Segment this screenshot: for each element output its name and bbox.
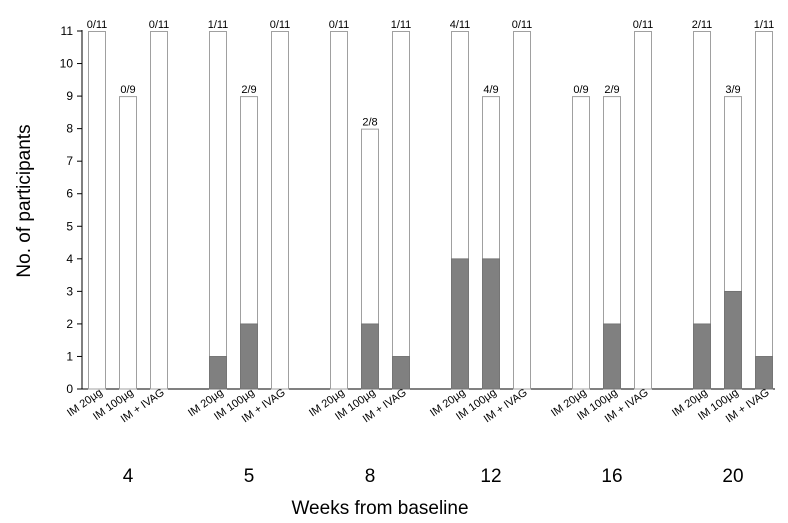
bar-ratio-label: 0/11	[633, 19, 654, 31]
bar-total	[209, 31, 227, 390]
bar-positive	[482, 258, 500, 390]
y-axis-title: No. of participants	[14, 124, 35, 277]
week-label: 5	[244, 466, 255, 487]
bar-positive	[693, 323, 711, 390]
y-tick-label: 1	[66, 349, 73, 363]
y-tick-label: 8	[66, 122, 73, 136]
y-axis: 0 1 2 3 4 5 6 7 8 9 10 11	[60, 24, 83, 396]
bar-ratio-label: 0/11	[149, 19, 170, 31]
week-label: 16	[601, 466, 622, 487]
y-tick-label: 4	[66, 252, 73, 266]
bar-total	[271, 31, 289, 390]
bar-positive	[240, 323, 258, 390]
bar-positive	[361, 323, 379, 390]
y-tick-label: 7	[66, 154, 73, 168]
bar-ratio-label: 0/11	[270, 19, 291, 31]
bar-total	[392, 31, 410, 390]
bar-total	[119, 96, 137, 390]
bar-total	[572, 96, 590, 390]
bar-total	[88, 31, 106, 390]
bar-positive	[755, 356, 773, 390]
y-tick-label: 6	[66, 187, 73, 201]
y-tick-label: 3	[66, 284, 73, 298]
y-tick-label: 2	[66, 317, 73, 331]
bar-total	[513, 31, 531, 390]
week-label: 12	[480, 466, 501, 487]
week-label: 4	[123, 466, 134, 487]
bar-positive	[724, 290, 742, 390]
bar-ratio-label: 2/11	[692, 19, 713, 31]
bar-positive	[451, 258, 469, 390]
week-label: 8	[365, 466, 376, 487]
bar-ratio-label: 0/11	[329, 19, 350, 31]
bar-ratio-label: 4/11	[450, 19, 471, 31]
y-tick-label: 10	[60, 57, 74, 71]
bar-ratio-label: 1/11	[754, 19, 775, 31]
y-tick-label: 11	[61, 24, 74, 38]
bar-ratio-label: 1/11	[391, 19, 412, 31]
bar-positive	[392, 356, 410, 390]
bar-ratio-label: 1/11	[208, 19, 229, 31]
bar-total	[634, 31, 652, 390]
bar-total	[330, 31, 348, 390]
bar-total	[150, 31, 168, 390]
bar-ratio-label: 0/9	[573, 84, 588, 96]
bar-ratio-label: 0/9	[120, 84, 135, 96]
bar-positive	[209, 356, 227, 390]
bar-ratio-label: 0/11	[512, 19, 533, 31]
bar-total	[755, 31, 773, 390]
y-tick-label: 5	[66, 219, 73, 233]
y-tick-label: 0	[66, 382, 73, 396]
bar-ratio-label: 2/8	[362, 117, 377, 129]
bar-ratio-label: 0/11	[87, 19, 108, 31]
x-axis-title: Weeks from baseline	[291, 498, 468, 519]
bar-ratio-label: 2/9	[604, 84, 619, 96]
bar-ratio-label: 2/9	[241, 84, 256, 96]
y-tick-label: 9	[66, 89, 73, 103]
bar-positive	[603, 323, 621, 390]
bar-ratio-label: 4/9	[483, 84, 498, 96]
bar-ratio-label: 3/9	[725, 84, 740, 96]
week-label: 20	[722, 466, 743, 487]
